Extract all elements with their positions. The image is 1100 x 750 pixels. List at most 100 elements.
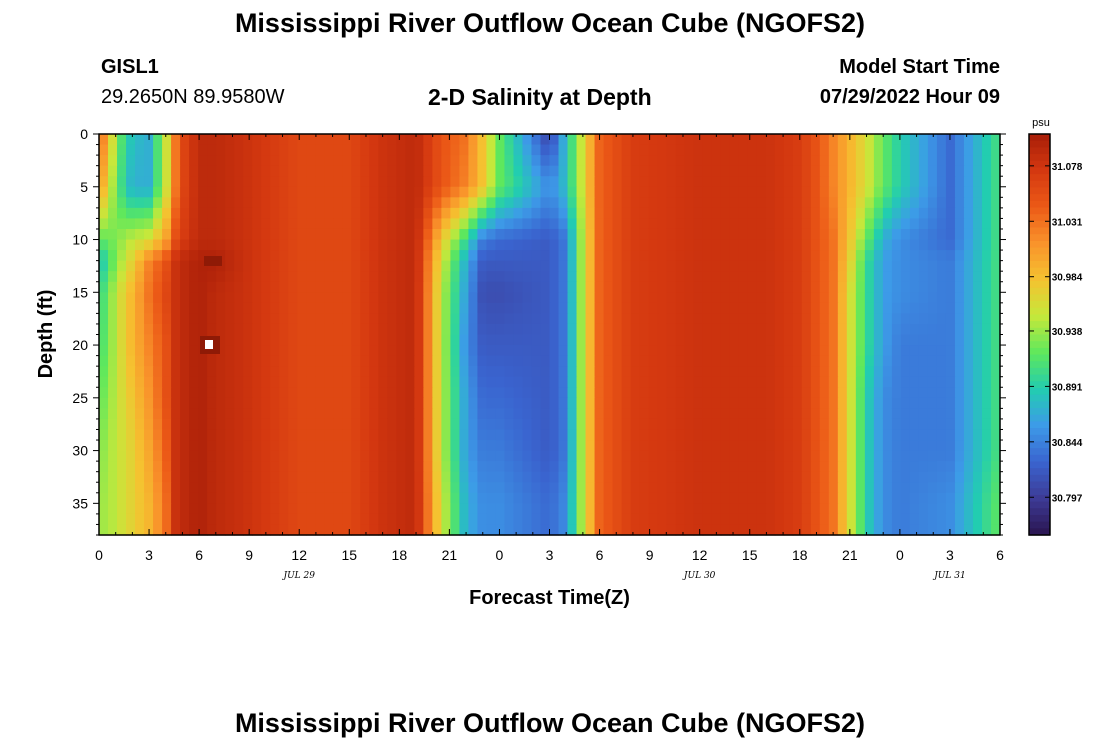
heatmap-cell [531, 334, 542, 346]
heatmap-cell [612, 228, 623, 241]
heatmap-cell [324, 323, 334, 336]
heatmap-cell [243, 429, 253, 441]
heatmap-cell [693, 408, 704, 420]
heatmap-cell [333, 323, 343, 336]
heatmap-cell [333, 197, 343, 209]
heatmap-cell [270, 239, 280, 251]
heatmap-cell [702, 418, 713, 431]
heatmap-cell [558, 345, 569, 357]
heatmap-cell [423, 313, 433, 325]
heatmap-cell [306, 513, 316, 526]
heatmap-cell [666, 387, 677, 399]
heatmap-cell [936, 418, 947, 431]
heatmap-cell [729, 471, 740, 483]
heatmap-cell [873, 165, 884, 177]
heatmap-cell [468, 397, 479, 409]
heatmap-cell [693, 524, 704, 536]
heatmap-cell [414, 355, 424, 367]
heatmap-cell [522, 302, 533, 314]
heatmap-cell [288, 366, 298, 378]
heatmap-cell [945, 376, 956, 388]
heatmap-cell [387, 429, 397, 441]
heatmap-cell [657, 492, 668, 504]
heatmap-cell [603, 397, 614, 409]
heatmap-cell [972, 207, 983, 220]
heatmap-cell [846, 503, 857, 515]
heatmap-cell [720, 461, 731, 473]
heatmap-cell [189, 492, 199, 504]
heatmap-cell [432, 418, 442, 431]
heatmap-cell [126, 524, 136, 536]
heatmap-cell [279, 165, 289, 177]
heatmap-cell [117, 513, 127, 526]
heatmap-cell [567, 524, 578, 536]
heatmap-cell [855, 144, 866, 156]
heatmap-cell [189, 355, 199, 367]
heatmap-cell [207, 397, 217, 409]
colorbar-segment [1029, 327, 1050, 336]
heatmap-cell [252, 387, 262, 399]
heatmap-cell [405, 228, 415, 241]
heatmap-cell [954, 418, 965, 431]
heatmap-cell [864, 292, 875, 304]
heatmap-cell [432, 207, 442, 220]
heatmap-cell [450, 323, 460, 336]
heatmap-cell [162, 281, 172, 293]
heatmap-cell [342, 397, 352, 409]
heatmap-cell [297, 176, 307, 188]
heatmap-cell [630, 482, 641, 494]
heatmap-cell [594, 461, 605, 473]
heatmap-cell [639, 176, 650, 188]
heatmap-cell [945, 292, 956, 304]
heatmap-cell [945, 418, 956, 431]
heatmap-cell [702, 323, 713, 336]
heatmap-cell [585, 302, 596, 314]
heatmap-cell [882, 482, 893, 494]
heatmap-cell [540, 503, 551, 515]
heatmap-cell [369, 408, 379, 420]
heatmap-cell [261, 239, 271, 251]
heatmap-cell [153, 397, 163, 409]
heatmap-cell [459, 429, 470, 441]
heatmap-cell [972, 271, 983, 283]
heatmap-cell [945, 450, 956, 462]
heatmap-cell [630, 397, 641, 409]
heatmap-cell [486, 397, 497, 409]
heatmap-cell [594, 144, 605, 156]
heatmap-cell [162, 366, 172, 378]
heatmap-cell [504, 176, 515, 188]
heatmap-cell [864, 355, 875, 367]
heatmap-cell [198, 271, 208, 283]
heatmap-cell [495, 376, 506, 388]
heatmap-cell [297, 513, 307, 526]
heatmap-cell [801, 260, 812, 272]
heatmap-cell [810, 450, 821, 462]
heatmap-cell [603, 165, 614, 177]
heatmap-cell [783, 408, 794, 420]
heatmap-cell [693, 134, 704, 146]
heatmap-cell [576, 228, 587, 241]
heatmap-cell [162, 155, 172, 167]
heatmap-cell [855, 450, 866, 462]
heatmap-cell [396, 144, 406, 156]
heatmap-cell [792, 376, 803, 388]
heatmap-cell [162, 144, 172, 156]
heatmap-cell [153, 408, 163, 420]
heatmap-cell [720, 144, 731, 156]
heatmap-cell [666, 218, 677, 230]
heatmap-cell [279, 281, 289, 293]
heatmap-cell [765, 144, 776, 156]
heatmap-cells [99, 134, 1001, 536]
heatmap-cell [801, 440, 812, 452]
heatmap-cell [927, 165, 938, 177]
heatmap-cell [909, 218, 920, 230]
heatmap-cell [819, 524, 830, 536]
heatmap-cell [900, 408, 911, 420]
heatmap-cell [108, 281, 118, 293]
heatmap-cell [954, 207, 965, 220]
heatmap-cell [747, 144, 758, 156]
heatmap-cell [846, 408, 857, 420]
heatmap-cell [162, 376, 172, 388]
heatmap-cell [270, 197, 280, 209]
heatmap-cell [360, 503, 370, 515]
